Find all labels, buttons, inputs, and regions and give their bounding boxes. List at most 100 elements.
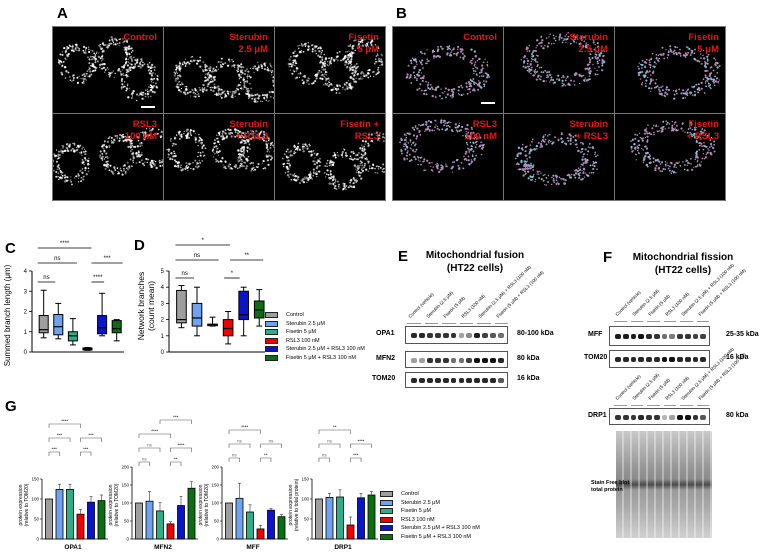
svg-text:200: 200 <box>121 465 129 470</box>
legend-g: Control Sterubin 2.5 μM Fisetin 5 μM RSL3 1… <box>380 490 480 541</box>
blot-band <box>661 357 668 362</box>
blot-band <box>653 357 660 362</box>
svg-text:0: 0 <box>36 537 39 542</box>
label-line2: RSL3 <box>354 131 379 142</box>
svg-text:**: ** <box>244 253 249 259</box>
legend-swatch <box>265 354 278 361</box>
legend-item: Sterubin 2.5 μM <box>265 320 365 329</box>
legend-label: RSL3 100 nM <box>401 516 435 523</box>
image-condition-label: Sterubin + RSL3 <box>229 119 268 143</box>
svg-text:ns: ns <box>269 439 275 444</box>
bar-chart-title: OPA1 <box>64 544 82 551</box>
svg-text:***: *** <box>173 415 179 420</box>
panel-label-b: B <box>396 5 407 22</box>
blot-band <box>442 357 449 363</box>
blot-band <box>498 357 504 363</box>
legend-item: Fisetin 5 μM + RSL3 100 nM <box>380 533 480 542</box>
label-line1: Control <box>123 32 157 43</box>
label-line2: + RSL3 <box>686 131 719 142</box>
svg-text:***: *** <box>57 433 63 438</box>
lane-divider <box>477 323 491 324</box>
svg-text:100: 100 <box>121 501 129 506</box>
image-condition-label: Sterubin + RSL3 <box>569 119 608 143</box>
blot-band <box>700 357 706 362</box>
lane-divider <box>459 323 473 324</box>
bar-chart-drp1: 0 50 100 150 ** ns **** ns *** <box>301 425 378 542</box>
svg-text:0: 0 <box>126 537 129 542</box>
legend-label: Sterubin 2.5 μM + RSL3 100 nM <box>286 346 365 353</box>
legend-swatch <box>380 516 393 523</box>
legend-swatch <box>265 337 278 344</box>
molecular-weight-label: 16 kDa <box>517 375 540 382</box>
lane-divider <box>407 323 421 324</box>
blot-image <box>609 350 710 368</box>
blot-band <box>677 357 683 362</box>
label-line1: Control <box>463 32 497 43</box>
image-condition-label: Control <box>123 32 157 44</box>
label-line1: Sterubin <box>569 32 608 43</box>
svg-text:****: **** <box>357 439 364 444</box>
legend-swatch <box>380 491 393 498</box>
blot-band <box>458 378 465 383</box>
legend-swatch <box>380 533 393 540</box>
svg-text:ns: ns <box>237 439 243 444</box>
legend-item: Control <box>265 311 365 320</box>
legend-item: RSL3 100 nM <box>380 516 480 525</box>
blot-band <box>638 357 644 362</box>
image-condition-label: Fisetin 5 μM <box>348 32 379 56</box>
svg-text:**: ** <box>174 457 178 462</box>
blot-band <box>426 378 433 383</box>
legend-label: Sterubin 2.5 μM <box>286 320 325 327</box>
blot-band <box>615 414 621 420</box>
scale-bar <box>141 106 155 108</box>
svg-text:3: 3 <box>161 301 165 307</box>
panel-b-image-2: Sterubin 2.5 μM <box>503 26 615 114</box>
image-condition-label: Control <box>463 32 497 44</box>
svg-text:ns: ns <box>194 253 200 259</box>
svg-text:ns: ns <box>142 457 148 462</box>
blot-band <box>622 357 629 362</box>
lane-divider <box>663 405 676 406</box>
svg-text:50: 50 <box>304 517 310 522</box>
svg-text:100: 100 <box>211 501 219 506</box>
svg-text:*: * <box>202 238 205 244</box>
lane-divider <box>680 321 693 322</box>
blot-protein-name: TOM20 <box>372 375 396 382</box>
label-line2: 5 μM <box>697 44 719 55</box>
label-line1: Sterubin <box>229 119 268 130</box>
blot-band <box>622 414 629 420</box>
panel-b-image-4: RSL3 100 nM <box>392 113 504 201</box>
legend-item: Sterubin 2.5 μM + RSL3 100 nM <box>265 345 365 354</box>
legend-swatch <box>265 329 278 336</box>
blot-band <box>490 333 497 338</box>
svg-text:100: 100 <box>31 497 39 502</box>
svg-text:****: **** <box>241 425 248 430</box>
blot-band <box>450 378 457 383</box>
svg-text:2: 2 <box>24 310 28 316</box>
panel-label-f: F <box>603 249 613 266</box>
legend-item: Sterubin 2.5 μM + RSL3 100 nM <box>380 524 480 533</box>
svg-text:200: 200 <box>211 465 219 470</box>
blot-band <box>411 357 417 363</box>
stain-free-label: Stain Free blot total protein <box>591 480 629 494</box>
svg-text:5: 5 <box>161 269 165 275</box>
panel-d-boxplot: 0 1 2 3 4 5 * ns ** ns * <box>161 238 265 356</box>
blot-band <box>482 378 489 383</box>
panel-b-image-5: Sterubin + RSL3 <box>503 113 615 201</box>
blot-band <box>615 357 621 362</box>
blot-band <box>700 334 706 339</box>
blot-band <box>442 378 449 383</box>
blot-band <box>661 414 668 420</box>
panel-a-image-2: Sterubin 2.5 μM <box>163 26 275 114</box>
legend-label: Sterubin 2.5 μM <box>401 499 440 506</box>
panel-b-image-3: Fisetin 5 μM <box>614 26 726 114</box>
lane-divider <box>442 323 456 324</box>
label-line1: Fisetin <box>348 32 379 43</box>
blot-band <box>684 334 691 339</box>
blot-band <box>466 357 473 363</box>
image-condition-label: Fisetin + RSL3 <box>340 119 379 143</box>
blot-band <box>482 357 489 363</box>
blot-band <box>669 414 675 420</box>
legend-cd: Control Sterubin 2.5 μM Fisetin 5 μM RSL3 1… <box>265 311 365 362</box>
blot-band <box>638 414 644 420</box>
